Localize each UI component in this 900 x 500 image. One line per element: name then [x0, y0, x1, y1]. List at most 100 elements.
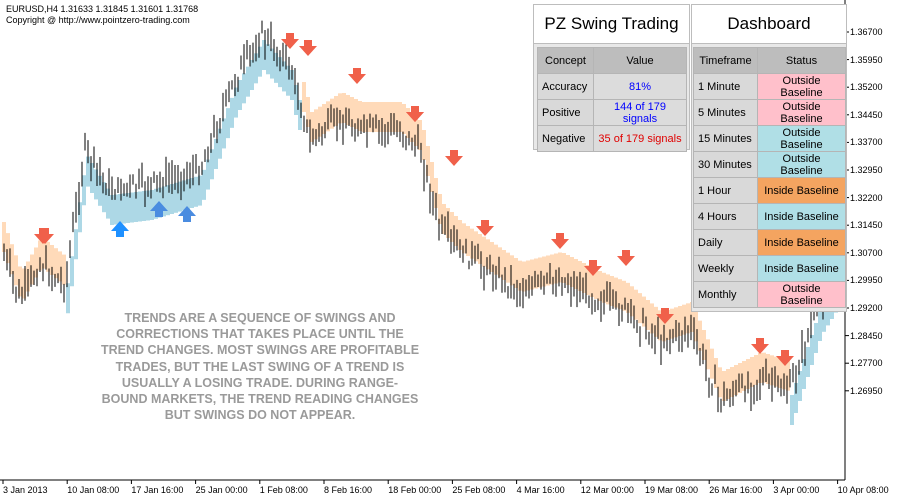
time-tick-label: 8 Feb 16:00 — [324, 485, 373, 495]
price-tick-label: 1.26950 — [850, 385, 883, 396]
time-tick-label: 10 Jan 08:00 — [67, 485, 120, 495]
baseline-band-segment — [610, 276, 614, 306]
status-cell: Outside Baseline — [757, 151, 846, 178]
baseline-band-segment — [98, 175, 102, 206]
baseline-band-segment — [70, 256, 74, 287]
baseline-band-segment — [606, 274, 610, 305]
dashboard-table: Timeframe Status 1 Minute Outside Baselin… — [693, 47, 846, 308]
baseline-band-segment — [78, 202, 82, 233]
baseline-band-segment — [546, 255, 550, 286]
table-row: 1 Hour Inside Baseline — [693, 177, 846, 204]
baseline-band-segment — [798, 371, 802, 401]
baseline-band-segment — [358, 101, 362, 131]
swing-stats-table: Concept Value Accuracy 81% Positive 144 of … — [537, 47, 687, 152]
column-header-concept: Concept — [537, 47, 594, 74]
price-tick-label: 1.35950 — [850, 54, 883, 65]
baseline-band-segment — [786, 360, 790, 391]
baseline-band-segment — [442, 204, 446, 234]
baseline-band-segment — [690, 302, 694, 332]
baseline-band-segment — [174, 182, 178, 213]
time-tick-label: 1 Feb 08:00 — [259, 485, 308, 495]
table-row: 1 Minute Outside Baseline — [693, 73, 846, 100]
baseline-band-segment — [494, 244, 498, 275]
sell-arrow-icon — [299, 40, 317, 56]
table-header-row: Timeframe Status — [693, 47, 846, 74]
baseline-band-segment — [206, 159, 210, 190]
baseline-band-segment — [406, 108, 410, 138]
baseline-band-segment — [346, 95, 350, 125]
concept-cell: Negative — [537, 125, 594, 152]
baseline-band-segment — [366, 102, 370, 132]
baseline-band-segment — [150, 190, 154, 220]
timeframe-cell: 30 Minutes — [693, 151, 758, 178]
sell-arrow-icon — [281, 33, 299, 49]
table-row: Monthly Outside Baseline — [693, 281, 846, 308]
time-tick-label: 3 Jan 2013 — [3, 485, 48, 495]
baseline-band-segment — [170, 184, 174, 214]
baseline-band-segment — [402, 104, 406, 134]
baseline-band-segment — [418, 120, 422, 150]
table-row: Accuracy 81% — [537, 73, 687, 100]
baseline-band-segment — [90, 163, 94, 193]
baseline-band-segment — [278, 57, 282, 88]
baseline-band-segment — [766, 354, 770, 384]
baseline-band-segment — [534, 258, 538, 289]
baseline-band-segment — [210, 149, 214, 180]
buy-arrow-icon — [178, 206, 196, 222]
baseline-band-segment — [594, 269, 598, 299]
baseline-band-segment — [542, 256, 546, 287]
baseline-band-segment — [338, 93, 342, 124]
price-tick-label: 1.35200 — [850, 82, 883, 93]
baseline-band-segment — [86, 156, 90, 187]
baseline-band-segment — [486, 239, 490, 270]
baseline-band-segment — [502, 250, 506, 280]
baseline-band-segment — [166, 185, 170, 216]
timeframe-cell: 5 Minutes — [693, 99, 758, 126]
baseline-band-segment — [318, 106, 322, 137]
table-row: 5 Minutes Outside Baseline — [693, 99, 846, 126]
price-tick-label: 1.36700 — [850, 27, 883, 37]
baseline-band-segment — [246, 66, 250, 97]
table-row: 30 Minutes Outside Baseline — [693, 151, 846, 178]
baseline-band-segment — [62, 254, 66, 285]
baseline-band-segment — [258, 46, 262, 77]
baseline-band-segment — [342, 93, 346, 123]
sell-arrow-icon — [776, 350, 794, 366]
time-tick-label: 25 Jan 00:00 — [195, 485, 248, 495]
baseline-band-segment — [386, 102, 390, 132]
baseline-band-segment — [658, 310, 662, 341]
baseline-band-segment — [254, 53, 258, 84]
baseline-band-segment — [522, 261, 526, 292]
baseline-band-segment — [54, 248, 58, 279]
time-tick-label: 17 Jan 16:00 — [131, 485, 184, 495]
value-cell: 81% — [593, 73, 687, 100]
baseline-band-segment — [370, 102, 374, 132]
baseline-band-segment — [482, 236, 486, 267]
baseline-band-segment — [618, 279, 622, 310]
baseline-band-segment — [626, 282, 630, 313]
baseline-band-segment — [282, 61, 286, 92]
baseline-band-segment — [238, 80, 242, 110]
baseline-band-segment — [270, 48, 274, 79]
baseline-band-segment — [590, 267, 594, 297]
baseline-band-segment — [566, 255, 570, 285]
baseline-band-segment — [214, 139, 218, 169]
table-row: Daily Inside Baseline — [693, 229, 846, 256]
baseline-band-segment — [74, 229, 78, 260]
timeframe-cell: 4 Hours — [693, 203, 758, 230]
baseline-band-segment — [558, 252, 562, 283]
baseline-band-segment — [498, 247, 502, 278]
baseline-band-segment — [266, 44, 270, 75]
baseline-band-segment — [426, 146, 430, 176]
time-tick-label: 18 Feb 00:00 — [388, 485, 442, 495]
baseline-band-segment — [514, 258, 518, 288]
baseline-band-segment — [462, 223, 466, 254]
baseline-band-segment — [6, 233, 10, 264]
baseline-band-segment — [38, 240, 42, 271]
baseline-band-segment — [694, 311, 698, 342]
time-tick-label: 3 Apr 00:00 — [773, 485, 820, 495]
baseline-band-segment — [750, 357, 754, 387]
baseline-band-segment — [530, 259, 534, 290]
baseline-band-segment — [790, 395, 794, 425]
